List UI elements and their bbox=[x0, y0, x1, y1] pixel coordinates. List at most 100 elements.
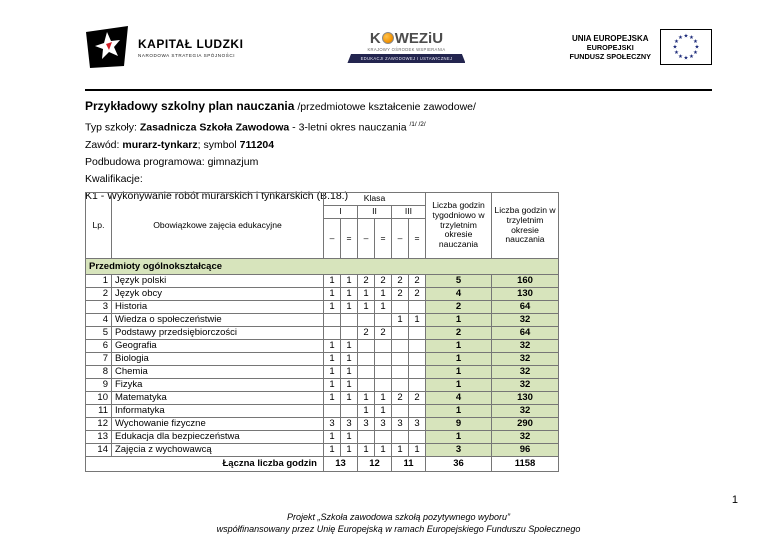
hours-cell bbox=[340, 404, 358, 418]
hours-cell: 1 bbox=[323, 287, 341, 301]
hours-cell bbox=[408, 300, 426, 314]
total-hours-cell: 64 bbox=[491, 300, 559, 314]
header-weekly: Liczba godzin tygodniowo w trzyletnim ok… bbox=[425, 192, 492, 259]
hours-cell: 1 bbox=[340, 274, 358, 288]
hours-cell: 1 bbox=[340, 352, 358, 366]
hours-cell: 1 bbox=[374, 391, 392, 405]
hours-cell: 2 bbox=[374, 326, 392, 340]
eu-funds-logo: UNIA EUROPEJSKA EUROPEJSKI FUNDUSZ SPOŁE… bbox=[570, 29, 712, 65]
hours-cell: 1 bbox=[323, 352, 341, 366]
hours-cell: 1 bbox=[340, 378, 358, 392]
total-hours-cell: 130 bbox=[491, 287, 559, 301]
total-hours-cell: 32 bbox=[491, 313, 559, 327]
kwalifikacje-line: Kwalifikacje: bbox=[85, 172, 143, 185]
teaching-plan-table: Lp. Obowiązkowe zajęcia edukacyjne Klasa… bbox=[85, 192, 559, 472]
header-subject: Obowiązkowe zajęcia edukacyjne bbox=[111, 192, 324, 259]
hours-cell: 1 bbox=[357, 391, 375, 405]
hours-cell: 1 bbox=[323, 391, 341, 405]
row-index: 4 bbox=[85, 313, 112, 327]
koweziu-logo: K WEZiU KRAJOWY OŚRODEK WSPIERANIA EDUKAC… bbox=[336, 31, 476, 63]
eu-line2: EUROPEJSKI bbox=[586, 42, 634, 52]
eu-flag-icon: ★ ★ ★ ★ ★ ★ ★ ★ ★ ★ ★ ★ bbox=[659, 29, 712, 65]
subject-name: Informatyka bbox=[111, 404, 324, 418]
footnote-ref: /1/ /2/ bbox=[409, 121, 426, 128]
weekly-hours-cell: 1 bbox=[425, 313, 492, 327]
hours-cell: 2 bbox=[408, 274, 426, 288]
header-sem2: = bbox=[408, 218, 426, 259]
subject-row: 8 Chemia 1 1 1 32 bbox=[85, 365, 559, 379]
hours-cell bbox=[357, 352, 375, 366]
kapital-ludzki-text: KAPITAŁ LUDZKI NARODOWA STRATEGIA SPÓJNO… bbox=[138, 37, 243, 58]
section-title: Przedmioty ogólnokształcące bbox=[85, 258, 559, 275]
subject-row: 4 Wiedza o społeczeństwie 1 1 1 32 bbox=[85, 313, 559, 327]
hours-cell: 3 bbox=[374, 417, 392, 431]
weekly-hours-cell: 2 bbox=[425, 326, 492, 340]
totals-row: Łączna liczba godzin 13 12 11 36 1158 bbox=[85, 456, 559, 472]
subject-row: 2 Język obcy 1 1 1 1 2 2 4 130 bbox=[85, 287, 559, 301]
svg-text:★: ★ bbox=[693, 38, 698, 45]
hours-cell bbox=[391, 352, 409, 366]
subject-name: Geografia bbox=[111, 339, 324, 353]
hours-cell bbox=[391, 404, 409, 418]
weekly-hours-cell: 5 bbox=[425, 274, 492, 288]
subject-name: Język obcy bbox=[111, 287, 324, 301]
hours-cell: 2 bbox=[357, 326, 375, 340]
svg-text:★: ★ bbox=[674, 38, 679, 45]
hours-cell bbox=[357, 313, 375, 327]
header-class-1: I bbox=[323, 205, 358, 219]
subject-name: Język polski bbox=[111, 274, 324, 288]
svg-text:★: ★ bbox=[684, 55, 689, 62]
total-hours-cell: 64 bbox=[491, 326, 559, 340]
hours-cell: 2 bbox=[391, 274, 409, 288]
svg-text:★: ★ bbox=[689, 53, 694, 60]
hours-cell bbox=[391, 378, 409, 392]
hours-cell: 1 bbox=[323, 339, 341, 353]
hours-cell: 3 bbox=[340, 417, 358, 431]
hours-cell bbox=[340, 313, 358, 327]
hours-cell bbox=[374, 378, 392, 392]
profession-line: Zawód: murarz-tynkarz; symbol 711204 bbox=[85, 138, 275, 151]
hours-cell bbox=[357, 378, 375, 392]
row-index: 6 bbox=[85, 339, 112, 353]
weekly-hours-cell: 3 bbox=[425, 443, 492, 457]
hours-cell: 1 bbox=[323, 300, 341, 314]
total-hours-cell: 160 bbox=[491, 274, 559, 288]
header-class-3: III bbox=[391, 205, 426, 219]
hours-cell bbox=[408, 352, 426, 366]
hours-grand-total: 1158 bbox=[491, 456, 559, 472]
hours-cell: 1 bbox=[357, 287, 375, 301]
subjects-body: Przedmioty ogólnokształcące 1 Język pols… bbox=[85, 258, 559, 472]
koweziu-wordmark: K WEZiU bbox=[369, 30, 444, 47]
class3-total: 11 bbox=[391, 456, 426, 472]
hours-cell bbox=[340, 326, 358, 340]
subject-row: 6 Geografia 1 1 1 32 bbox=[85, 339, 559, 353]
weekly-hours-cell: 1 bbox=[425, 365, 492, 379]
subject-row: 5 Podstawy przedsiębiorczości 2 2 2 64 bbox=[85, 326, 559, 340]
subject-name: Zajęcia z wychowawcą bbox=[111, 443, 324, 457]
hours-cell: 1 bbox=[323, 274, 341, 288]
subject-name: Wychowanie fizyczne bbox=[111, 417, 324, 431]
weekly-hours-cell: 9 bbox=[425, 417, 492, 431]
weekly-hours-cell: 1 bbox=[425, 378, 492, 392]
hours-cell bbox=[357, 430, 375, 444]
total-hours-cell: 32 bbox=[491, 365, 559, 379]
section-row: Przedmioty ogólnokształcące bbox=[85, 258, 559, 275]
svg-text:★: ★ bbox=[673, 44, 678, 51]
hours-cell: 3 bbox=[391, 417, 409, 431]
footer-line1: Projekt „Szkoła zawodowa szkołą pozytywn… bbox=[286, 512, 511, 522]
weekly-hours-cell: 4 bbox=[425, 287, 492, 301]
weekly-hours-cell: 1 bbox=[425, 430, 492, 444]
hours-cell: 2 bbox=[391, 391, 409, 405]
header-sem2: = bbox=[374, 218, 392, 259]
hours-cell: 1 bbox=[374, 287, 392, 301]
koweziu-banner: EDUKACJI ZAWODOWEJ I USTAWICZNEJ bbox=[347, 54, 466, 63]
hours-cell bbox=[391, 339, 409, 353]
hours-cell bbox=[391, 365, 409, 379]
svg-text:★: ★ bbox=[684, 33, 689, 40]
subject-name: Historia bbox=[111, 300, 324, 314]
globe-icon bbox=[381, 32, 394, 44]
class2-total: 12 bbox=[357, 456, 392, 472]
footer-line2: współfinansowany przez Unię Europejską w… bbox=[216, 523, 581, 534]
hours-cell bbox=[323, 404, 341, 418]
